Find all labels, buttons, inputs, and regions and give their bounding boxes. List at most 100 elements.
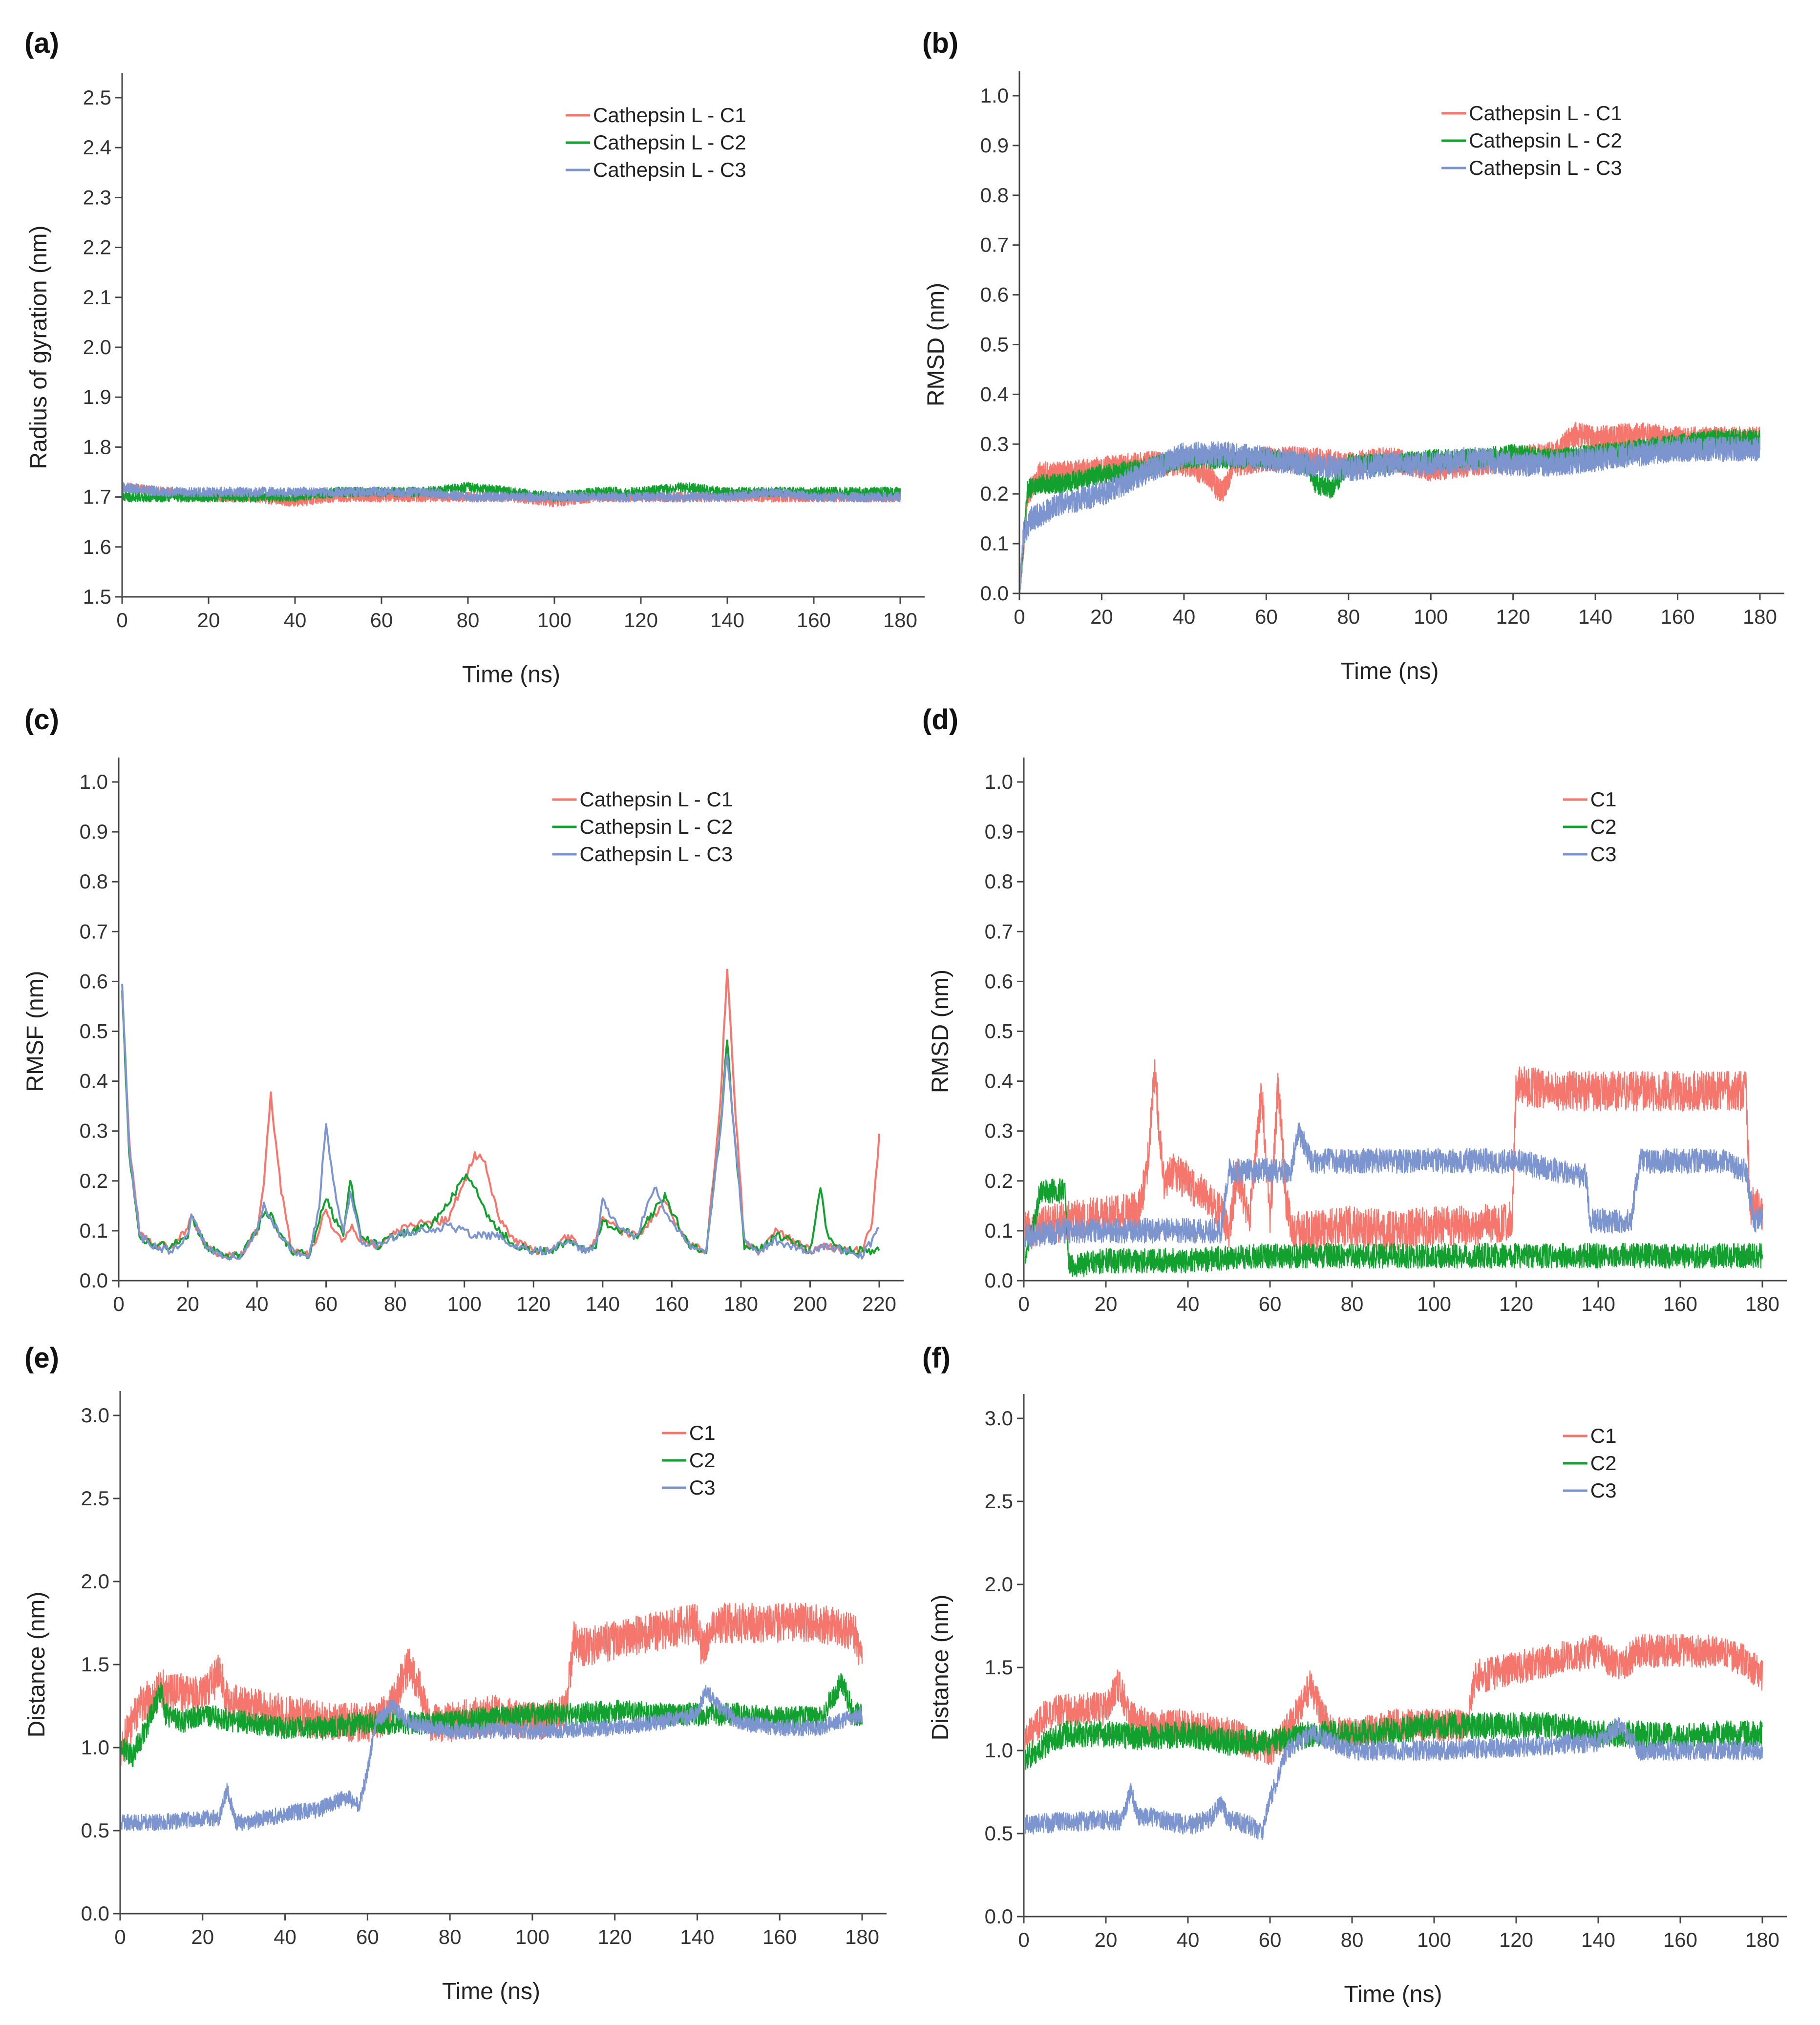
y-tick-label: 2.5 bbox=[81, 1487, 109, 1510]
x-tick-label: 60 bbox=[1255, 605, 1278, 628]
y-tick-label: 0.3 bbox=[980, 432, 1009, 455]
y-tick-label: 0.1 bbox=[80, 1219, 108, 1242]
legend-label: C2 bbox=[1590, 1452, 1617, 1475]
x-tick-label: 100 bbox=[1414, 605, 1448, 628]
x-tick-label: 20 bbox=[1090, 605, 1113, 628]
y-tick-label: 0.0 bbox=[985, 1269, 1013, 1292]
x-tick-label: 40 bbox=[1173, 605, 1196, 628]
x-tick-label: 140 bbox=[1581, 1292, 1615, 1315]
y-tick-label: 0.6 bbox=[80, 970, 108, 992]
legend-label: C3 bbox=[1590, 843, 1617, 865]
x-axis-label: Time (ns) bbox=[1341, 658, 1439, 684]
x-tick-label: 120 bbox=[1496, 605, 1530, 628]
x-tick-label: 80 bbox=[1341, 1928, 1364, 1951]
legend-label: Cathepsin L - C2 bbox=[593, 131, 746, 154]
x-tick-label: 140 bbox=[586, 1292, 620, 1315]
x-tick-label: 120 bbox=[598, 1925, 632, 1948]
y-tick-label: 3.0 bbox=[81, 1404, 109, 1427]
legend: C1 C2 C3 bbox=[1563, 1424, 1617, 1502]
x-tick-label: 0 bbox=[1018, 1928, 1029, 1951]
series-line-C2 bbox=[121, 1673, 863, 1768]
x-tick-label: 0 bbox=[114, 1925, 126, 1948]
legend-label: Cathepsin L - C1 bbox=[579, 788, 733, 811]
y-tick-label: 0.3 bbox=[80, 1119, 108, 1142]
x-tick-label: 80 bbox=[1341, 1292, 1364, 1315]
y-tick-label: 2.5 bbox=[83, 86, 111, 109]
y-tick-label: 0.5 bbox=[80, 1020, 108, 1043]
x-tick-label: 40 bbox=[1177, 1928, 1200, 1951]
x-tick-label: 40 bbox=[246, 1292, 269, 1315]
y-tick-label: 0.9 bbox=[80, 820, 108, 843]
y-tick-label: 0.4 bbox=[985, 1070, 1013, 1093]
y-tick-label: 1.6 bbox=[83, 535, 111, 558]
y-tick-label: 1.0 bbox=[81, 1736, 109, 1759]
y-tick-label: 0.1 bbox=[985, 1219, 1013, 1242]
x-tick-label: 40 bbox=[274, 1925, 296, 1948]
series-line-C3 bbox=[1020, 436, 1761, 590]
panel-a: (a) 1.5 1.6 1.7 1.8 1.9 2.0 2.1 2.2 2.3 2.4 2.5 0 20 4… bbox=[24, 27, 925, 688]
y-tick-label: 0.4 bbox=[80, 1070, 108, 1093]
panel-e: (e) 0.0 0.5 1.0 1.5 2.0 2.5 3.0 0 20 40 60 80 100 120 1… bbox=[24, 1342, 887, 2004]
y-tick-label: 0.2 bbox=[980, 482, 1009, 505]
x-tick-label: 160 bbox=[1661, 605, 1695, 628]
legend-label: Cathepsin L - C3 bbox=[1469, 156, 1622, 179]
x-tick-label: 60 bbox=[1259, 1292, 1282, 1315]
x-tick-label: 100 bbox=[537, 609, 571, 632]
series-line-C2 bbox=[1025, 1178, 1763, 1277]
legend-label: C2 bbox=[689, 1449, 716, 1472]
y-tick-label: 1.7 bbox=[83, 485, 111, 508]
y-tick-label: 0.0 bbox=[980, 582, 1009, 605]
y-tick-label: 0.7 bbox=[80, 920, 108, 943]
y-tick-label: 0.8 bbox=[985, 870, 1013, 893]
panel-label: (f) bbox=[922, 1342, 951, 1374]
y-tick-label: 0.2 bbox=[985, 1169, 1013, 1192]
legend-label: C1 bbox=[1590, 788, 1617, 811]
x-axis-label: Time (ns) bbox=[462, 662, 560, 688]
x-tick-label: 80 bbox=[384, 1292, 407, 1315]
x-tick-label: 40 bbox=[1177, 1292, 1200, 1315]
y-tick-label: 1.0 bbox=[980, 84, 1009, 107]
legend-label: C3 bbox=[689, 1476, 716, 1499]
panel-label: (e) bbox=[24, 1342, 59, 1374]
x-tick-label: 120 bbox=[624, 609, 658, 632]
legend-label: Cathepsin L - C1 bbox=[1469, 102, 1622, 125]
legend-label: Cathepsin L - C2 bbox=[1469, 129, 1622, 152]
x-tick-label: 20 bbox=[1095, 1928, 1118, 1951]
series-line-C1 bbox=[1025, 1059, 1763, 1251]
panel-label: (d) bbox=[922, 704, 958, 736]
x-tick-label: 100 bbox=[1417, 1292, 1451, 1315]
y-tick-label: 0.5 bbox=[985, 1020, 1013, 1043]
x-tick-label: 160 bbox=[655, 1292, 689, 1315]
y-axis-label: Distance (nm) bbox=[928, 1595, 953, 1741]
x-tick-label: 80 bbox=[1337, 605, 1360, 628]
panel-label: (a) bbox=[24, 27, 59, 59]
y-tick-label: 0.8 bbox=[980, 184, 1009, 207]
y-tick-label: 1.8 bbox=[83, 435, 111, 458]
x-tick-label: 60 bbox=[356, 1925, 379, 1948]
x-tick-label: 80 bbox=[439, 1925, 462, 1948]
x-tick-label: 120 bbox=[1499, 1928, 1533, 1951]
y-tick-label: 0.5 bbox=[81, 1819, 109, 1842]
y-tick-label: 0.2 bbox=[80, 1169, 108, 1192]
legend-label: Cathepsin L - C3 bbox=[593, 158, 746, 181]
x-tick-label: 80 bbox=[457, 609, 480, 632]
legend-label: C2 bbox=[1590, 815, 1617, 838]
y-tick-label: 1.0 bbox=[80, 770, 108, 793]
y-tick-label: 0.1 bbox=[980, 532, 1009, 555]
y-tick-label: 1.0 bbox=[985, 1739, 1013, 1762]
panel-c: (c) 0.0 0.1 0.2 0.3 0.4 0.5 0.6 0.7 0.8 0.9 1.0 0 20 4… bbox=[22, 704, 904, 1315]
x-tick-label: 0 bbox=[1014, 605, 1025, 628]
x-tick-label: 180 bbox=[1745, 1928, 1779, 1951]
y-tick-label: 0.5 bbox=[985, 1822, 1013, 1845]
x-tick-label: 60 bbox=[1259, 1928, 1282, 1951]
y-tick-label: 1.5 bbox=[83, 585, 111, 608]
y-tick-label: 1.9 bbox=[83, 385, 111, 408]
x-tick-label: 140 bbox=[1578, 605, 1612, 628]
y-tick-label: 2.1 bbox=[83, 286, 111, 309]
y-axis-label: Radius of gyration (nm) bbox=[26, 226, 52, 469]
y-tick-label: 2.4 bbox=[83, 136, 111, 159]
x-tick-label: 220 bbox=[862, 1292, 896, 1315]
legend: C1 C2 C3 bbox=[661, 1421, 716, 1499]
panel-f: (f) 0.0 0.5 1.0 1.5 2.0 2.5 3.0 0 20 40 60 80 100 120 1… bbox=[922, 1342, 1787, 2007]
legend-label: C1 bbox=[1590, 1424, 1617, 1447]
